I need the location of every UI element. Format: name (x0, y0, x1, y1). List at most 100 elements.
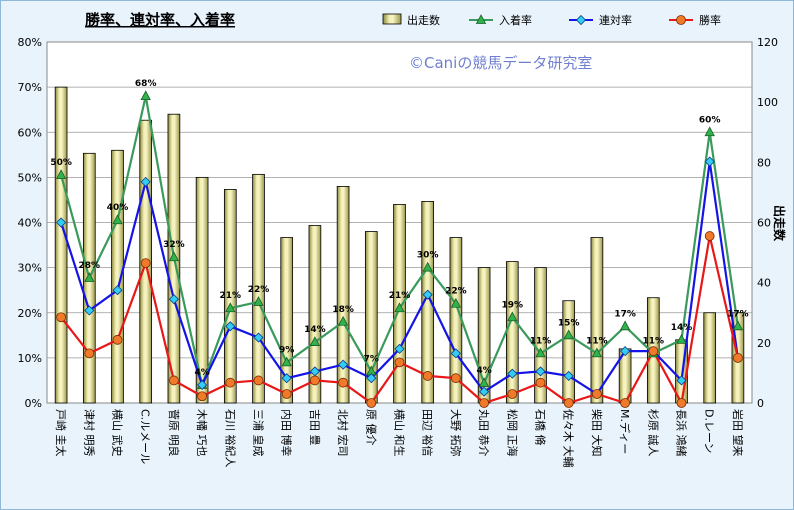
data-label: 11% (586, 336, 608, 346)
bar (703, 312, 717, 404)
marker-circle (620, 398, 630, 408)
bar (590, 237, 604, 404)
data-label: 28% (79, 261, 101, 271)
x-tick-label: 佐々木 大輔 (562, 409, 576, 468)
left-tick-label: 0% (25, 397, 42, 410)
legend-marker (676, 15, 686, 25)
marker-diamond (450, 348, 461, 359)
marker-diamond (56, 217, 67, 228)
data-label: 17% (727, 309, 749, 319)
bar (534, 267, 547, 404)
data-label: 22% (248, 285, 270, 295)
watermark: ©Caniの競馬データ研究室 (409, 54, 592, 72)
marker-circle (507, 389, 518, 399)
marker-circle (535, 377, 546, 388)
x-tick-label: 大野 拓弥 (449, 409, 463, 457)
marker-triangle (140, 90, 151, 101)
marker-diamond (704, 156, 715, 167)
marker-diamond (394, 343, 405, 354)
x-tick-label: 横山 武史 (111, 409, 125, 457)
marker-triangle (478, 377, 490, 388)
x-tick-label: M.ディー (618, 409, 632, 454)
marker-triangle (422, 261, 433, 272)
left-tick-label: 40% (18, 217, 42, 230)
marker-triangle (394, 302, 405, 313)
marker-circle (281, 389, 292, 399)
x-tick-label: 丸田 恭介 (477, 409, 490, 457)
marker-diamond (338, 359, 349, 370)
data-label: 15% (558, 318, 580, 328)
left-tick-label: 80% (18, 36, 42, 49)
legend-label: 出走数 (407, 13, 440, 27)
marker-triangle (281, 356, 292, 367)
data-label: 11% (530, 336, 552, 346)
bar (308, 225, 322, 404)
data-label: 21% (389, 291, 411, 301)
marker-diamond (676, 375, 687, 386)
bar (505, 261, 519, 404)
marker-diamond (535, 366, 546, 377)
x-tick-label: D.レーン (703, 409, 716, 453)
left-tick-label: 60% (18, 126, 42, 139)
marker-diamond (422, 289, 433, 300)
right-tick-label: 80 (757, 156, 771, 169)
right-axis-ticks: 0 20 40 60 80 100 120 (757, 36, 778, 410)
marker-triangle (309, 336, 321, 346)
marker-circle (197, 391, 208, 402)
marker-diamond (366, 373, 377, 384)
bar (336, 185, 350, 404)
marker-circle (225, 377, 236, 388)
marker-diamond (197, 379, 208, 391)
marker-circle (733, 352, 743, 363)
marker-diamond (168, 294, 179, 305)
marker-circle (56, 312, 66, 323)
marker-triangle (84, 272, 95, 282)
bar (195, 176, 209, 404)
data-label: 7% (364, 354, 379, 364)
x-tick-label: 柴田 大知 (590, 409, 604, 457)
right-axis-label: 出走数 (772, 205, 787, 242)
bar (223, 189, 237, 404)
marker-triangle (507, 311, 518, 322)
marker-diamond (112, 285, 123, 296)
chart-title: 勝率、連対率、入着率 (85, 11, 235, 29)
marker-triangle (732, 320, 744, 331)
marker-diamond (479, 386, 490, 397)
marker-diamond (140, 176, 151, 187)
left-tick-label: 70% (18, 81, 42, 94)
x-tick-label: C.ルメール (139, 409, 152, 464)
x-tick-label: 杉原 誠人 (646, 409, 660, 457)
left-tick-label: 30% (18, 262, 42, 275)
marker-circle (704, 231, 715, 241)
x-tick-label: 戸崎 圭太 (54, 409, 68, 457)
bar (562, 300, 576, 404)
x-tick-label: 木幡 巧也 (195, 409, 209, 457)
left-tick-label: 10% (18, 352, 42, 365)
marker-triangle (225, 302, 236, 313)
marker-triangle (55, 169, 67, 180)
marker-circle (140, 258, 151, 269)
x-axis-labels: 戸崎 圭太 津村 明秀 横山 武史 C.ルメール 菅原 明良 木幡 巧也 石川 裕紀人 三浦 … (54, 409, 745, 468)
marker-triangle (591, 347, 603, 358)
marker-triangle (676, 333, 687, 344)
data-label: 11% (643, 336, 665, 346)
left-axis-ticks: 0% 10% 20% 30% 40% 50% 60% 70% 80% (18, 36, 42, 410)
x-tick-label: 内田 博幸 (280, 409, 294, 457)
data-label: 30% (417, 251, 439, 261)
marker-circle (309, 375, 320, 386)
marker-diamond (253, 332, 264, 343)
data-label: 14% (304, 325, 326, 335)
x-tick-label: 横山 和生 (393, 409, 407, 457)
x-tick-label: 長浜 鴻緒 (675, 409, 689, 457)
right-tick-label: 20 (757, 337, 771, 350)
right-tick-label: 60 (757, 217, 771, 230)
left-tick-label: 50% (18, 171, 42, 184)
x-tick-label: 原 優介 (364, 409, 377, 446)
legend-label: 勝率 (699, 13, 721, 27)
marker-circle (676, 398, 687, 408)
marker-circle (112, 334, 123, 345)
marker-triangle (168, 251, 180, 262)
marker-circle (563, 398, 574, 408)
